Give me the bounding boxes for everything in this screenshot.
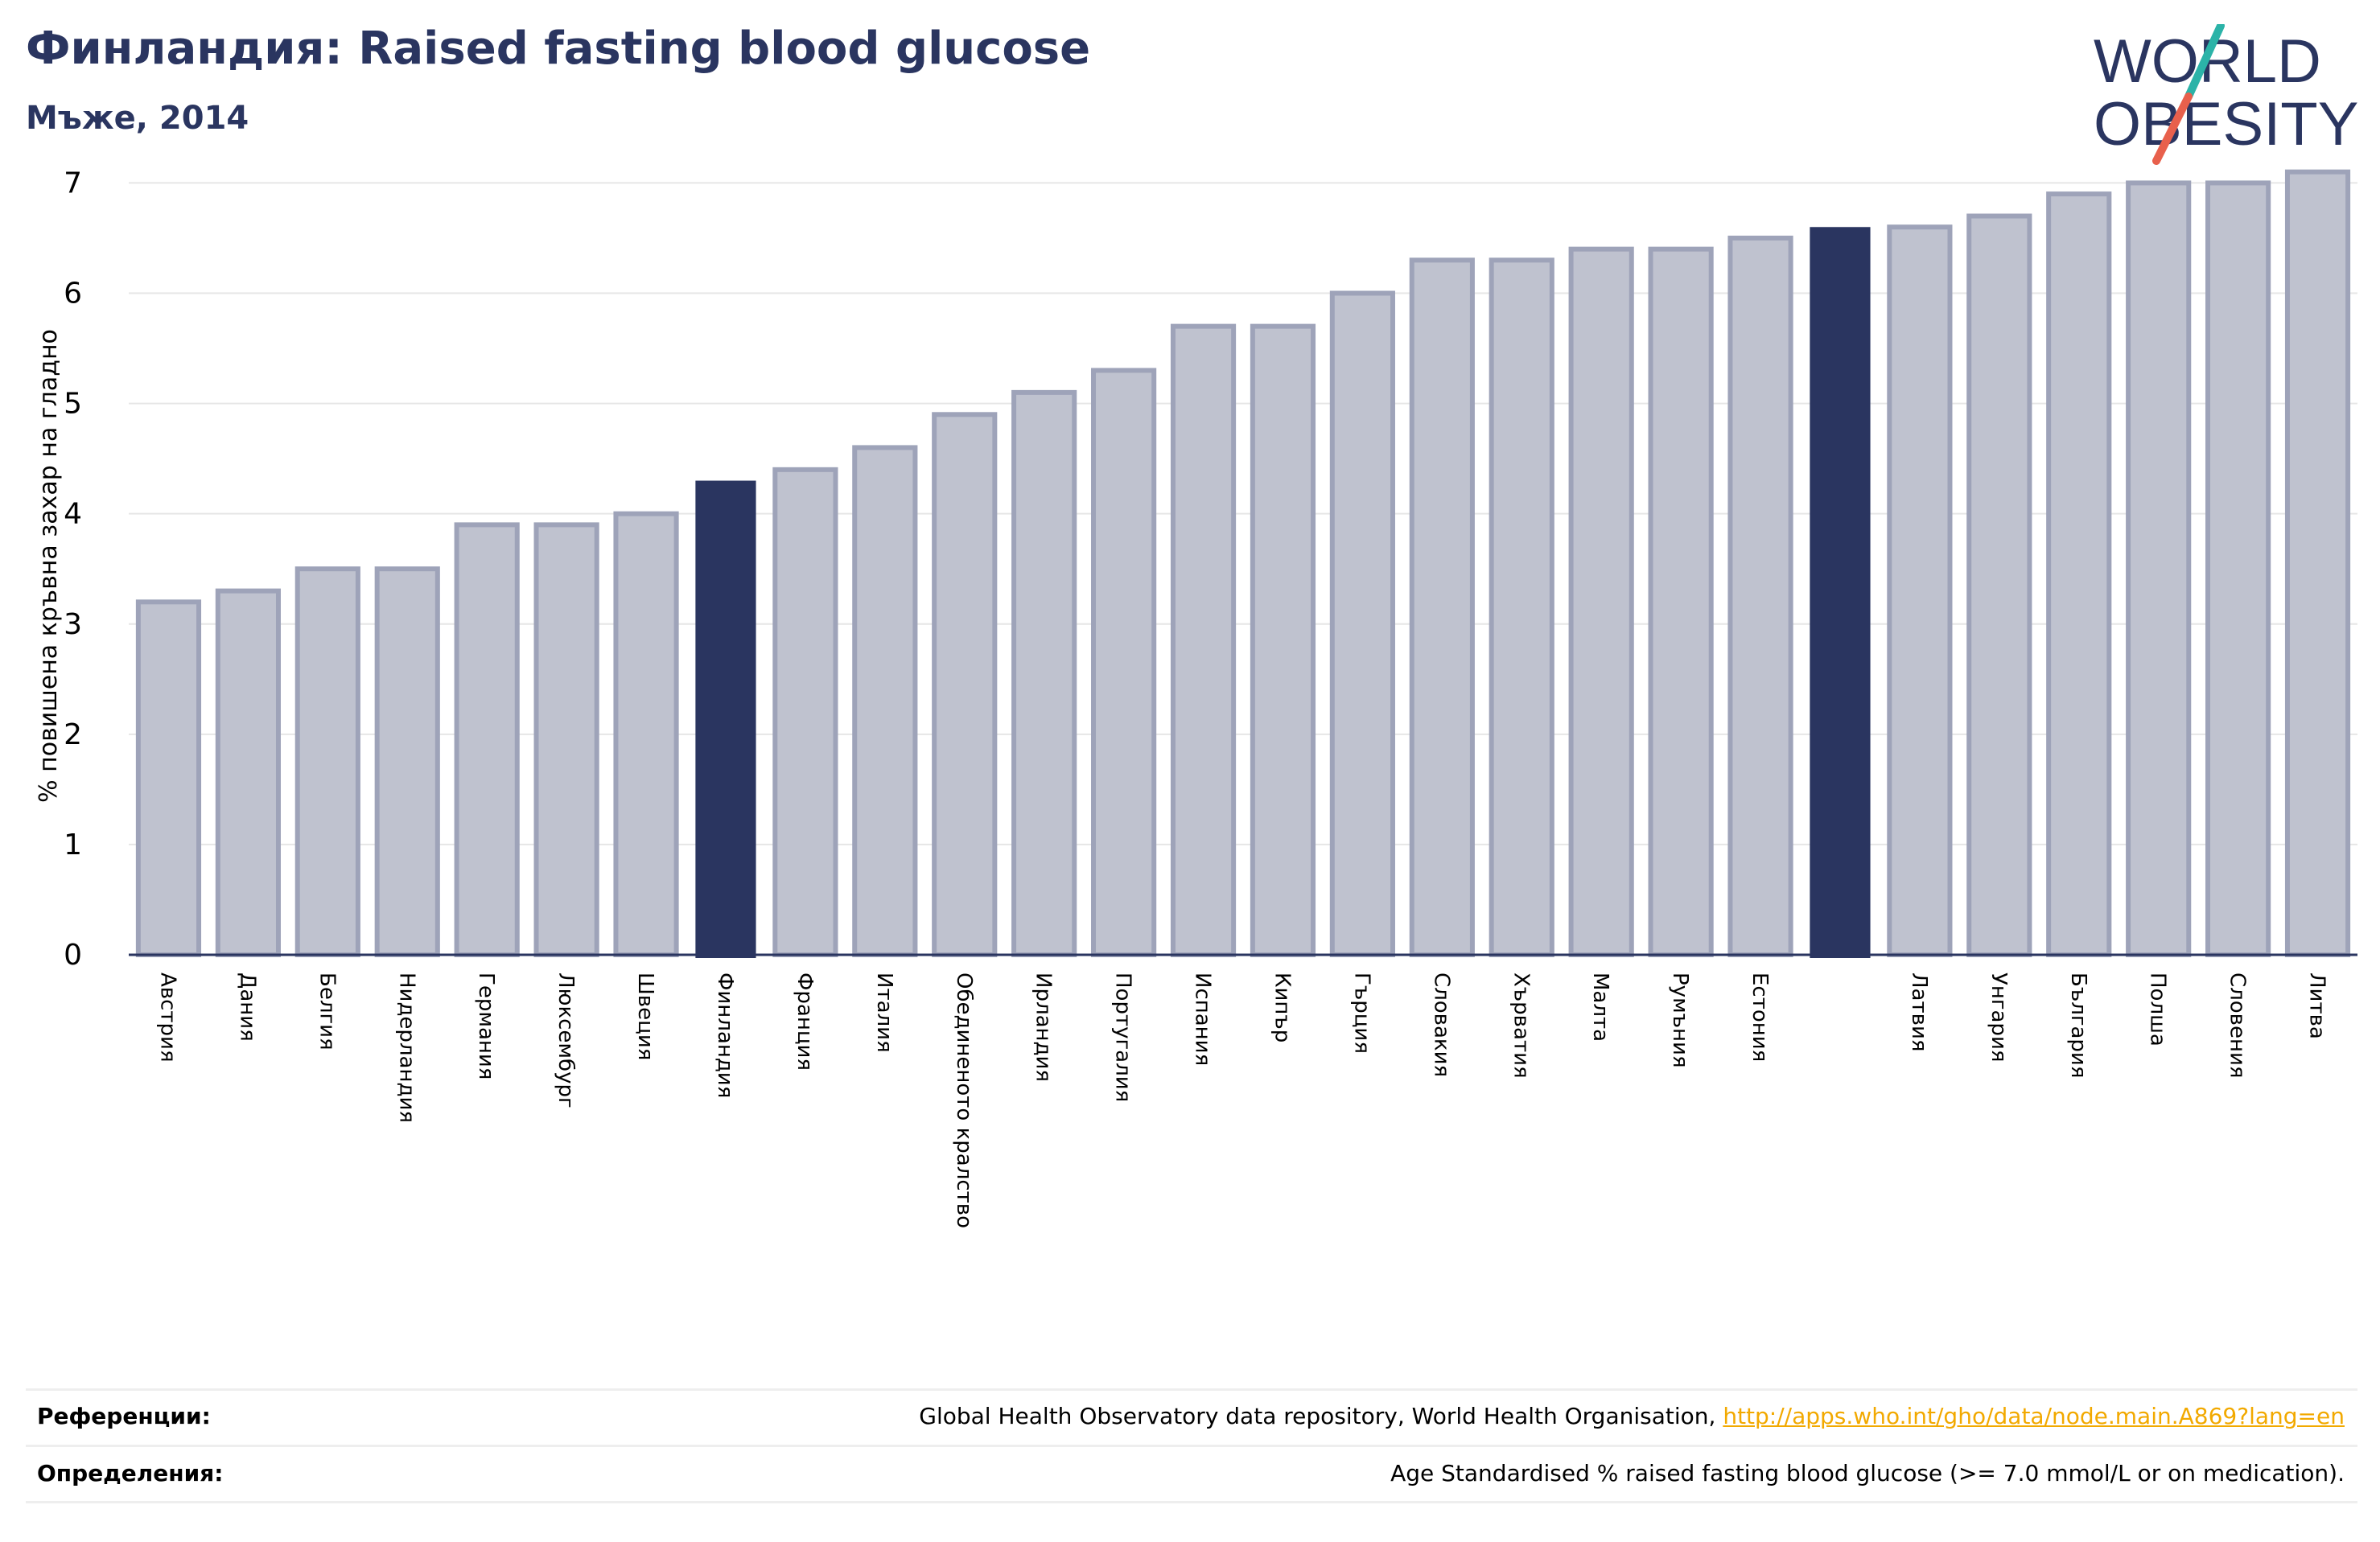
y-tick-label: 4	[64, 498, 82, 531]
bar	[2205, 180, 2271, 957]
x-tick-label: Португалия	[1111, 972, 1135, 1102]
definitions-label: Определения:	[37, 1460, 224, 1486]
x-tick-label: Италия	[872, 972, 896, 1053]
chart-subtitle: Мъже, 2014	[26, 100, 249, 137]
x-tick-label: Румъния	[1668, 972, 1692, 1068]
x-tick-label: Нидерландия	[394, 972, 418, 1123]
x-tick-label: Кипър	[1270, 972, 1294, 1042]
bar-chart: 0 1 2 3 4 5 6 7 % повишена кръвна захар на гладн…	[35, 167, 2357, 1228]
bar	[374, 566, 440, 957]
bar	[533, 522, 599, 957]
footer-divider-top	[26, 1388, 2357, 1391]
bar	[613, 511, 679, 957]
bar	[1170, 323, 1237, 957]
bar	[1648, 246, 1714, 957]
bar	[1727, 235, 1793, 958]
x-tick-label: Малта	[1588, 972, 1612, 1042]
x-tick-label: Дания	[235, 972, 259, 1042]
x-tick-label: Естония	[1748, 972, 1772, 1062]
x-tick-label: Полша	[2146, 972, 2170, 1047]
x-tick-label: Белгия	[315, 972, 339, 1051]
y-tick-label: 0	[64, 939, 82, 972]
x-tick-label: Франция	[793, 972, 817, 1071]
bar	[1011, 389, 1077, 957]
x-tick-label: Испания	[1191, 972, 1215, 1066]
bar	[2126, 180, 2192, 957]
footer-divider-bottom	[26, 1501, 2357, 1503]
x-tick-label: Латвия	[1907, 972, 1931, 1052]
x-tick-label: Словакия	[1429, 972, 1453, 1077]
logo-word-obesity: OBESITY	[2094, 90, 2358, 158]
y-tick-label: 3	[64, 608, 82, 641]
x-tick-label: Гърция	[1349, 972, 1373, 1054]
bar	[1887, 224, 1953, 957]
chart-title: Финландия: Raised fasting blood glucose	[26, 23, 1091, 75]
references-value: Global Health Observatory data repositor…	[919, 1403, 2345, 1429]
footer-divider-middle	[26, 1445, 2357, 1447]
bar	[1329, 290, 1395, 957]
bar	[1409, 257, 1475, 957]
y-tick-label: 7	[64, 167, 82, 199]
x-tick-label: Унгария	[1987, 972, 2011, 1062]
y-tick-label: 6	[64, 278, 82, 310]
references-text: Global Health Observatory data repositor…	[919, 1403, 1723, 1429]
bar	[852, 445, 918, 957]
bar	[2046, 191, 2112, 957]
bar-highlighted	[695, 480, 756, 958]
bar	[294, 566, 360, 957]
bar	[932, 412, 998, 957]
y-tick-label: 2	[64, 718, 82, 751]
x-tick-label: България	[2066, 972, 2090, 1078]
x-tick-label: Германия	[474, 972, 498, 1079]
bar-highlighted	[1810, 227, 1871, 958]
bar	[1250, 323, 1316, 957]
definitions-value: Age Standardised % raised fasting blood …	[1390, 1460, 2345, 1486]
x-tick-label: Обединеното кралство	[952, 972, 976, 1228]
x-tick-label: Швеция	[633, 972, 657, 1060]
y-tick-label: 1	[64, 829, 82, 861]
bar	[1568, 246, 1634, 957]
x-tick-label: Австрия	[155, 972, 179, 1063]
references-link[interactable]: http://apps.who.int/gho/data/node.main.A…	[1723, 1403, 2345, 1429]
y-axis-label: % повишена кръвна захар на гладно	[35, 329, 63, 803]
world-obesity-logo: WORLD OBESITY	[2094, 24, 2358, 165]
bar	[1489, 257, 1554, 957]
bar	[2284, 169, 2351, 958]
bar	[454, 522, 520, 957]
references-label: Референции:	[37, 1403, 211, 1429]
bar	[215, 588, 281, 957]
x-tick-label: Финландия	[713, 972, 737, 1098]
bar	[1966, 213, 2032, 957]
logo-slash-teal	[2184, 24, 2225, 101]
bar	[1091, 368, 1157, 958]
bar	[772, 467, 838, 957]
x-tick-label: Ирландия	[1031, 972, 1056, 1082]
x-tick-label: Литва	[2305, 972, 2329, 1039]
bar	[135, 599, 202, 957]
x-tick-label: Хърватия	[1509, 972, 1533, 1079]
logo-slash-coral	[2152, 93, 2193, 165]
y-tick-label: 5	[64, 388, 82, 421]
x-tick-label: Словения	[2226, 972, 2250, 1079]
x-tick-label: Люксембург	[554, 972, 578, 1108]
